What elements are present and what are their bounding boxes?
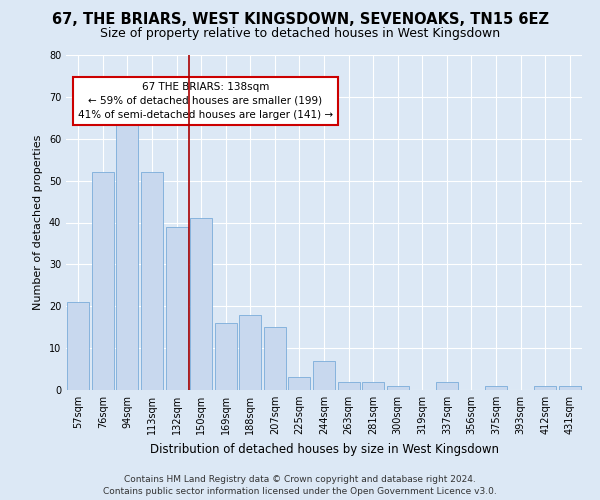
Bar: [485, 386, 507, 390]
Bar: [215, 323, 237, 390]
Text: 67 THE BRIARS: 138sqm
← 59% of detached houses are smaller (199)
41% of semi-det: 67 THE BRIARS: 138sqm ← 59% of detached …: [78, 82, 333, 120]
Text: Size of property relative to detached houses in West Kingsdown: Size of property relative to detached ho…: [100, 28, 500, 40]
Bar: [166, 226, 188, 390]
X-axis label: Distribution of detached houses by size in West Kingsdown: Distribution of detached houses by size …: [149, 442, 499, 456]
Text: 67, THE BRIARS, WEST KINGSDOWN, SEVENOAKS, TN15 6EZ: 67, THE BRIARS, WEST KINGSDOWN, SEVENOAK…: [52, 12, 548, 28]
Bar: [67, 302, 89, 390]
Text: Contains HM Land Registry data © Crown copyright and database right 2024.
Contai: Contains HM Land Registry data © Crown c…: [103, 474, 497, 496]
Bar: [239, 314, 262, 390]
Bar: [190, 218, 212, 390]
Bar: [264, 327, 286, 390]
Y-axis label: Number of detached properties: Number of detached properties: [33, 135, 43, 310]
Bar: [559, 386, 581, 390]
Bar: [362, 382, 384, 390]
Bar: [141, 172, 163, 390]
Bar: [386, 386, 409, 390]
Bar: [92, 172, 114, 390]
Bar: [289, 378, 310, 390]
Bar: [534, 386, 556, 390]
Bar: [116, 106, 139, 390]
Bar: [436, 382, 458, 390]
Bar: [338, 382, 359, 390]
Bar: [313, 360, 335, 390]
